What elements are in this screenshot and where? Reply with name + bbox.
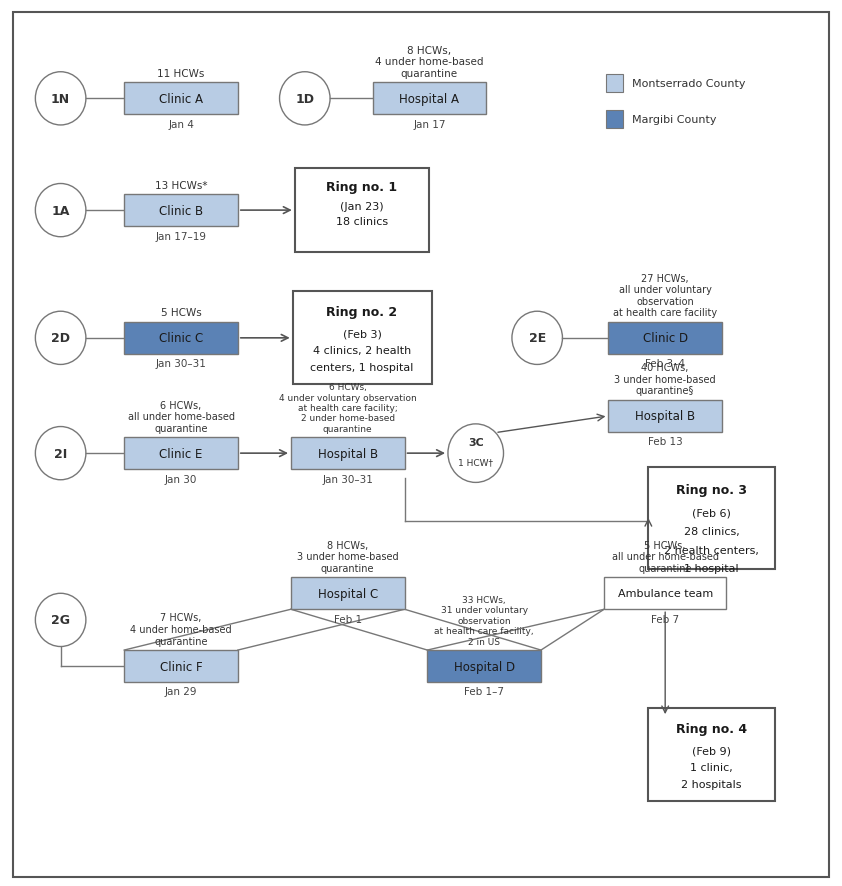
Text: Ambulance team: Ambulance team	[617, 588, 713, 599]
FancyBboxPatch shape	[13, 13, 829, 877]
Bar	[125, 438, 237, 470]
Text: Ring no. 2: Ring no. 2	[327, 306, 397, 319]
Bar	[295, 168, 429, 253]
Text: 28 clinics,: 28 clinics,	[684, 526, 739, 537]
Text: (Feb 9): (Feb 9)	[692, 745, 731, 755]
Text: (Feb 6): (Feb 6)	[692, 509, 731, 518]
Text: 3C: 3C	[468, 438, 483, 448]
Text: Margibi County: Margibi County	[632, 114, 716, 125]
Text: 6 HCWs,
4 under voluntary observation
at health care facility;
2 under home-base: 6 HCWs, 4 under voluntary observation at…	[279, 383, 417, 433]
Text: Jan 4: Jan 4	[168, 120, 194, 129]
Text: 5 HCWs: 5 HCWs	[161, 308, 201, 318]
Text: Clinic F: Clinic F	[160, 660, 202, 672]
Text: 1 hospital: 1 hospital	[685, 563, 738, 573]
Text: 1A: 1A	[51, 205, 70, 217]
Bar	[125, 323, 237, 354]
Bar	[427, 650, 541, 682]
Text: 2 hospitals: 2 hospitals	[681, 779, 742, 789]
Text: Clinic C: Clinic C	[159, 332, 203, 345]
Text: Clinic E: Clinic E	[159, 447, 203, 460]
Text: Feb 1: Feb 1	[333, 614, 362, 624]
Text: Hospital B: Hospital B	[635, 410, 695, 423]
Text: 13 HCWs*: 13 HCWs*	[155, 181, 207, 190]
Text: 2I: 2I	[54, 447, 67, 460]
Text: Ring no. 4: Ring no. 4	[676, 722, 747, 735]
Bar	[125, 83, 237, 115]
Text: 2G: 2G	[51, 614, 70, 626]
Text: centers, 1 hospital: centers, 1 hospital	[311, 362, 413, 372]
Text: Feb 7: Feb 7	[651, 614, 679, 624]
Text: 1 clinic,: 1 clinic,	[690, 762, 733, 772]
Text: 2E: 2E	[529, 332, 546, 345]
Text: 8 HCWs,
4 under home-based
quarantine: 8 HCWs, 4 under home-based quarantine	[376, 46, 483, 79]
Bar	[606, 75, 623, 93]
Text: 1N: 1N	[51, 93, 70, 105]
Bar	[608, 323, 722, 354]
Text: Hospital C: Hospital C	[317, 587, 378, 600]
Text: 33 HCWs,
31 under voluntary
observation
at health care facility,
2 in US: 33 HCWs, 31 under voluntary observation …	[434, 595, 534, 646]
Text: Feb 13: Feb 13	[647, 437, 683, 447]
Text: Jan 30–31: Jan 30–31	[156, 359, 206, 369]
Text: Hospital A: Hospital A	[399, 93, 460, 105]
Text: Clinic D: Clinic D	[642, 332, 688, 345]
Text: Ring no. 3: Ring no. 3	[676, 483, 747, 496]
Text: Ring no. 1: Ring no. 1	[327, 181, 397, 194]
Text: Hospital D: Hospital D	[454, 660, 514, 672]
Text: Jan 29: Jan 29	[165, 687, 197, 696]
Text: 7 HCWs,
4 under home-based
quarantine: 7 HCWs, 4 under home-based quarantine	[131, 613, 232, 646]
Text: Montserrado County: Montserrado County	[632, 79, 745, 89]
Bar	[648, 709, 775, 801]
Text: 1 HCW†: 1 HCW†	[458, 458, 493, 467]
Text: 1D: 1D	[296, 93, 314, 105]
Bar	[125, 650, 237, 682]
Text: 27 HCWs,
all under voluntary
observation
at health care facility: 27 HCWs, all under voluntary observation…	[613, 273, 717, 318]
Text: 11 HCWs: 11 HCWs	[157, 69, 205, 79]
Text: 18 clinics: 18 clinics	[336, 217, 388, 227]
Text: 6 HCWs,
all under home-based
quarantine: 6 HCWs, all under home-based quarantine	[127, 400, 235, 433]
Bar	[291, 438, 405, 470]
Text: 8 HCWs,
3 under home-based
quarantine: 8 HCWs, 3 under home-based quarantine	[297, 540, 398, 573]
Text: Feb 3–4: Feb 3–4	[645, 359, 685, 369]
Bar	[606, 111, 623, 128]
Text: 4 clinics, 2 health: 4 clinics, 2 health	[313, 346, 411, 355]
Text: 5 HCWs,
all under home-based
quarantine: 5 HCWs, all under home-based quarantine	[611, 540, 719, 573]
Bar	[608, 400, 722, 432]
Text: Hospital B: Hospital B	[317, 447, 378, 460]
Text: Clinic B: Clinic B	[159, 205, 203, 217]
Bar	[291, 578, 405, 610]
Bar	[125, 195, 237, 227]
Text: 2D: 2D	[51, 332, 70, 345]
Text: Jan 30: Jan 30	[165, 474, 197, 484]
Text: Feb 1–7: Feb 1–7	[464, 687, 504, 696]
Text: Jan 17: Jan 17	[413, 120, 445, 129]
Text: 40 HCWs,
3 under home-based
quarantine§: 40 HCWs, 3 under home-based quarantine§	[615, 363, 716, 396]
Bar	[648, 468, 775, 570]
Bar	[372, 83, 487, 115]
Text: (Jan 23): (Jan 23)	[340, 202, 384, 212]
Bar	[293, 292, 431, 385]
Text: Jan 30–31: Jan 30–31	[322, 474, 373, 484]
Bar	[605, 578, 726, 610]
Text: 2 health centers,: 2 health centers,	[664, 545, 759, 555]
Text: (Feb 3): (Feb 3)	[343, 329, 381, 338]
Text: Jan 17–19: Jan 17–19	[156, 231, 206, 241]
Text: Clinic A: Clinic A	[159, 93, 203, 105]
